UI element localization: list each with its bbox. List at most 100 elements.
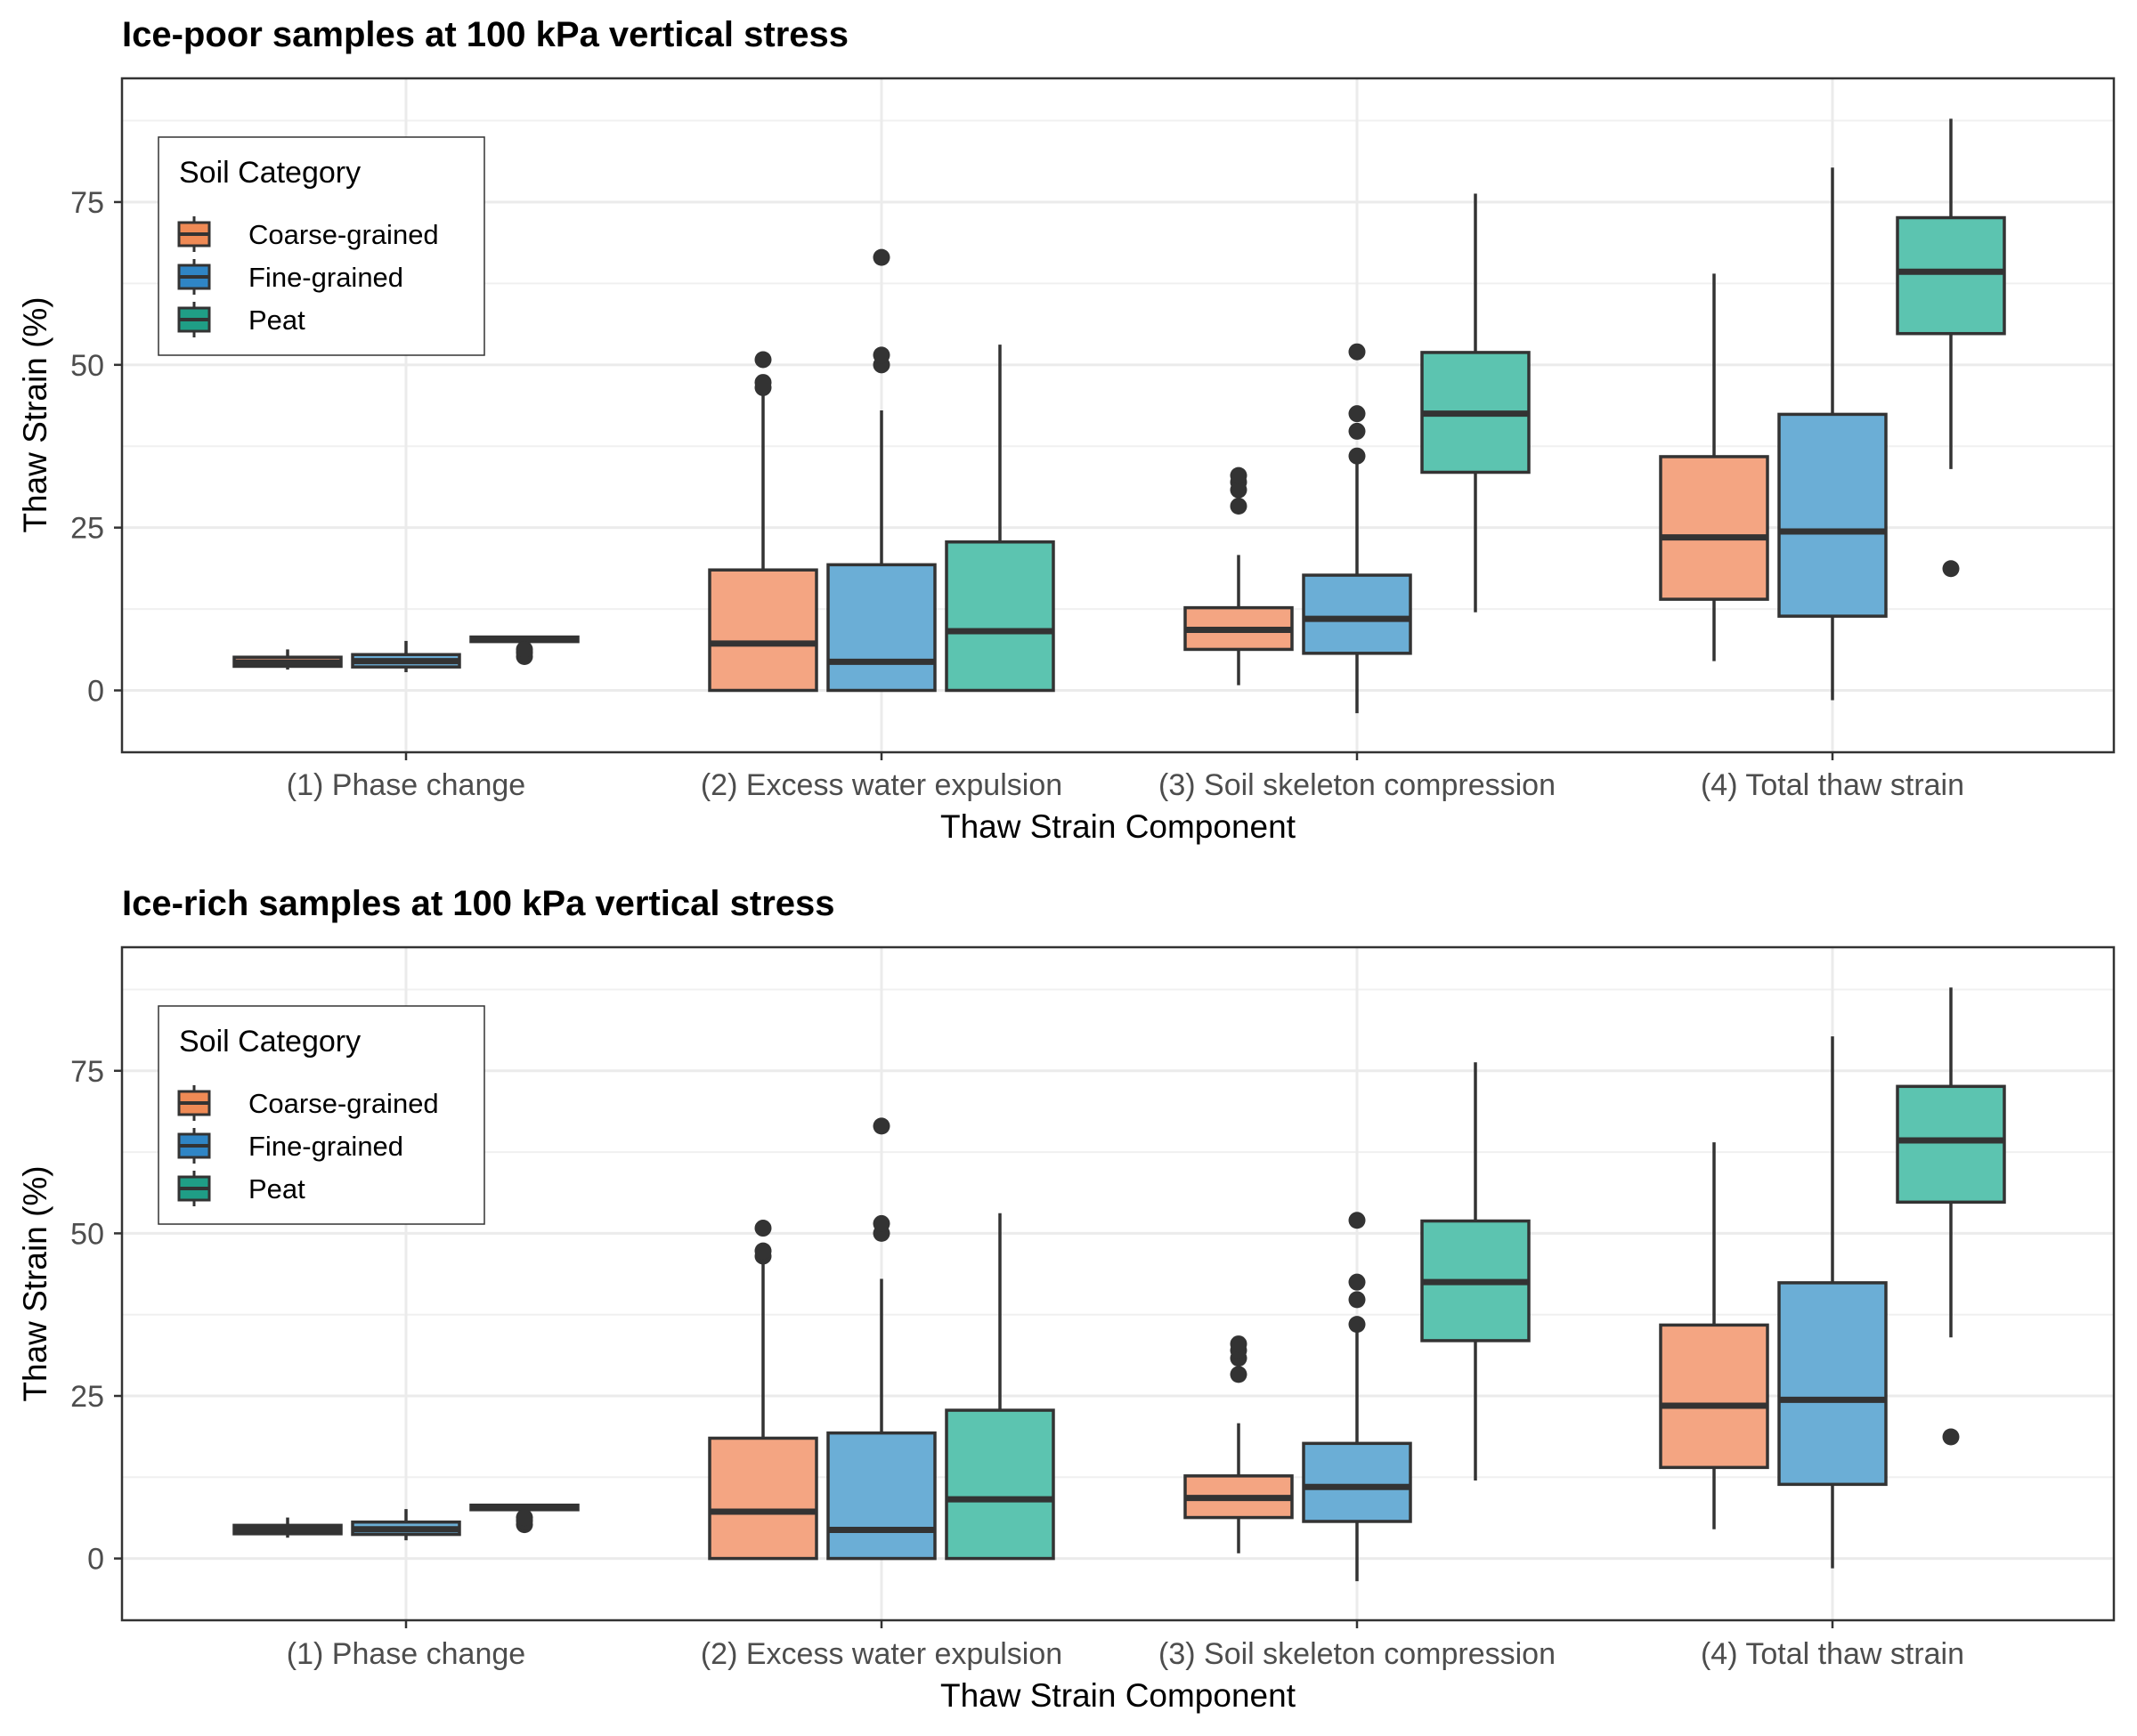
box-coarse-grained-3	[1183, 466, 1294, 685]
box-peat-3	[1420, 193, 1531, 612]
box-coarse-grained-3	[1183, 1335, 1294, 1553]
legend-label: Fine-grained	[248, 262, 403, 293]
outlier-point	[1348, 422, 1366, 440]
box-coarse-grained-2	[708, 1220, 818, 1561]
outlier-point	[754, 374, 772, 392]
legend-key-fine-grained: Fine-grained	[177, 259, 403, 295]
box-iqr	[1659, 455, 1769, 601]
box-peat-4	[1896, 987, 2006, 1446]
legend: Soil Category Coarse-grained Fine-grained P…	[158, 136, 485, 356]
outlier-point	[1348, 1316, 1366, 1334]
panel-ice-rich: Ice-rich samples at 100 kPa vertical str…	[17, 884, 2116, 1714]
box-iqr	[945, 540, 1055, 693]
outlier-point	[1348, 1291, 1366, 1309]
box-iqr	[1896, 1084, 2006, 1205]
box-iqr	[1896, 215, 2006, 336]
outlier-point	[1348, 343, 1366, 361]
outlier-point	[873, 248, 890, 266]
box-fine-grained-4	[1777, 1036, 1888, 1569]
legend-key-coarse-grained: Coarse-grained	[177, 1085, 439, 1121]
box-fine-grained-3	[1302, 1212, 1412, 1582]
panel-border	[120, 945, 2116, 1622]
chart-title: Ice-rich samples at 100 kPa vertical str…	[122, 884, 835, 923]
y-tick-label: 75	[70, 186, 104, 220]
y-tick-label: 50	[70, 1217, 104, 1251]
box-iqr	[1302, 573, 1412, 655]
y-tick-label: 75	[70, 1055, 104, 1089]
legend-box	[158, 136, 485, 356]
box-coarse-grained-2	[708, 351, 818, 693]
outlier-point	[873, 1117, 890, 1135]
chart-title: Ice-poor samples at 100 kPa vertical str…	[122, 15, 849, 54]
box-iqr	[1777, 1281, 1888, 1487]
outlier-point	[1230, 1366, 1247, 1383]
y-axis-title: Thaw Strain (%)	[17, 1165, 53, 1401]
box-fine-grained-3	[1302, 343, 1412, 714]
box-coarse-grained-4	[1659, 1142, 1769, 1529]
x-tick-label: (3) Soil skeleton compression	[1158, 1637, 1556, 1671]
box-peat-1	[469, 635, 580, 665]
box-coarse-grained-4	[1659, 273, 1769, 661]
outlier-point	[1348, 447, 1366, 465]
box-iqr	[708, 1436, 818, 1561]
box-iqr	[945, 1408, 1055, 1561]
box-peat-2	[945, 345, 1055, 693]
box-iqr	[1302, 1441, 1412, 1523]
outlier-point	[754, 351, 772, 369]
outlier-point	[873, 346, 890, 364]
box-fine-grained-1	[351, 640, 461, 673]
outlier-point	[1230, 466, 1247, 484]
y-tick-label: 50	[70, 349, 104, 383]
box-fine-grained-2	[826, 248, 937, 693]
legend-label: Fine-grained	[248, 1131, 403, 1162]
x-tick-label: (1) Phase change	[287, 1637, 525, 1671]
legend-label: Peat	[248, 1173, 305, 1205]
box-fine-grained-4	[1777, 167, 1888, 701]
outlier-point	[754, 1242, 772, 1260]
panel-border	[120, 77, 2116, 754]
outlier-point	[754, 1220, 772, 1237]
outlier-point	[1230, 498, 1247, 515]
legend-label: Peat	[248, 304, 305, 336]
legend-key-peat: Peat	[177, 302, 305, 337]
panel-ice-poor: Ice-poor samples at 100 kPa vertical str…	[17, 15, 2116, 845]
box-iqr	[1777, 412, 1888, 618]
outlier-point	[1230, 1335, 1247, 1353]
x-axis-title: Thaw Strain Component	[940, 808, 1296, 845]
x-tick-label: (2) Excess water expulsion	[701, 1637, 1062, 1671]
box-peat-1	[469, 1503, 580, 1534]
y-tick-label: 0	[87, 675, 104, 709]
box-iqr	[826, 1431, 937, 1561]
box-coarse-grained-1	[232, 1517, 343, 1538]
legend-label: Coarse-grained	[248, 219, 439, 250]
y-tick-label: 25	[70, 512, 104, 546]
outlier-point	[873, 1214, 890, 1232]
legend-key-coarse-grained: Coarse-grained	[177, 216, 439, 252]
legend-label: Coarse-grained	[248, 1088, 439, 1119]
x-tick-label: (1) Phase change	[287, 768, 525, 802]
legend: Soil Category Coarse-grained Fine-grained P…	[158, 1005, 485, 1225]
outlier-point	[1942, 1428, 1960, 1446]
x-axis-title: Thaw Strain Component	[940, 1677, 1296, 1714]
box-coarse-grained-1	[232, 649, 343, 670]
box-peat-2	[945, 1213, 1055, 1561]
outlier-point	[516, 1509, 533, 1527]
y-tick-label: 25	[70, 1380, 104, 1414]
box-iqr	[708, 568, 818, 693]
legend-key-peat: Peat	[177, 1171, 305, 1206]
box-fine-grained-2	[826, 1117, 937, 1561]
box-iqr	[1659, 1323, 1769, 1470]
x-tick-label: (4) Total thaw strain	[1701, 768, 1964, 802]
box-iqr	[826, 563, 937, 693]
x-tick-label: (4) Total thaw strain	[1701, 1637, 1964, 1671]
box-fine-grained-1	[351, 1509, 461, 1541]
x-tick-label: (3) Soil skeleton compression	[1158, 768, 1556, 802]
outlier-point	[516, 640, 533, 658]
legend-box	[158, 1005, 485, 1225]
x-tick-label: (2) Excess water expulsion	[701, 768, 1062, 802]
y-tick-label: 0	[87, 1543, 104, 1577]
box-peat-3	[1420, 1062, 1531, 1480]
box-peat-4	[1896, 118, 2006, 578]
y-axis-title: Thaw Strain (%)	[17, 296, 53, 532]
